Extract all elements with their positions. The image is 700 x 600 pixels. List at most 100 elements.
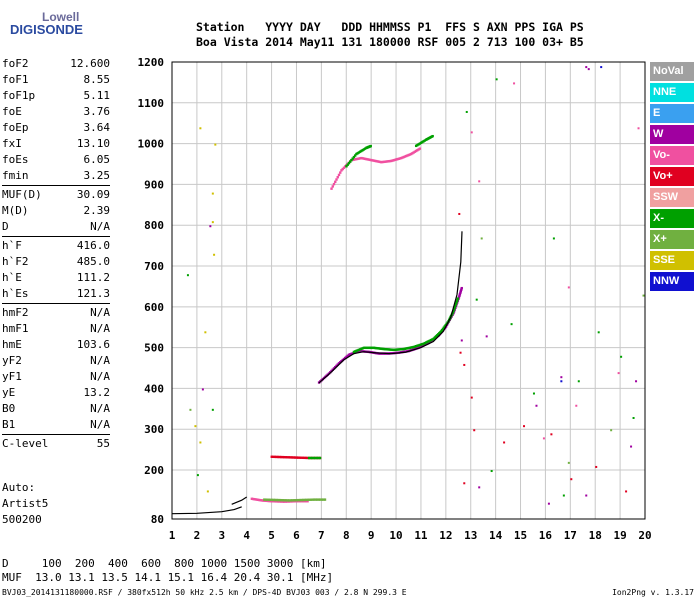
x-tick-label: 9 <box>368 529 375 542</box>
autoscaling-info: Auto: Artist5 500200 <box>2 480 48 528</box>
echo-point <box>267 498 271 501</box>
file-info-footer: BVJ03_2014131180000.RSF / 380fx512h 50 k… <box>2 588 407 597</box>
echo-point <box>456 299 459 302</box>
echo-point <box>337 362 341 365</box>
echo-point <box>452 309 455 313</box>
echo-point <box>386 160 389 163</box>
echo-point <box>320 498 324 501</box>
echo-point <box>523 425 526 428</box>
echo-point <box>382 347 386 351</box>
echo-point <box>444 323 447 327</box>
echo-point <box>510 323 513 326</box>
artist-line1: Auto: <box>2 481 36 494</box>
param-value: 8.55 <box>83 73 111 86</box>
x-tick-label: 14 <box>489 529 503 542</box>
echo-point <box>361 347 364 350</box>
echo-point <box>331 185 334 188</box>
echo-point <box>470 396 473 399</box>
legend-entry: Vo+ <box>650 167 694 186</box>
echo-point <box>206 490 209 493</box>
echo-point <box>427 341 430 345</box>
echo-point <box>387 160 390 163</box>
echo-point <box>377 160 381 163</box>
echo-point <box>351 157 354 160</box>
y-tick-label: 80 <box>151 513 164 526</box>
echo-point <box>332 367 336 370</box>
echo-point <box>376 160 379 163</box>
param-label: yF1 <box>2 370 22 383</box>
echo-point <box>270 498 274 502</box>
echo-point <box>356 349 359 352</box>
param-label: yF2 <box>2 354 22 367</box>
param-value: 12.600 <box>70 57 110 70</box>
param-value: N/A <box>90 402 110 415</box>
echo-point <box>251 497 255 501</box>
legend-entry: SSW <box>650 188 694 207</box>
echo-point <box>617 372 620 375</box>
echo-point <box>361 157 364 160</box>
echo-point <box>390 159 393 163</box>
echo-point <box>386 348 389 351</box>
echo-point <box>258 498 261 502</box>
x-tick-label: 4 <box>243 529 250 542</box>
echo-point <box>419 343 423 346</box>
echo-point <box>344 356 347 360</box>
echo-point <box>408 346 412 349</box>
echo-point <box>377 347 381 350</box>
echo-point <box>405 347 408 350</box>
echo-point <box>311 498 314 501</box>
echo-point <box>600 66 603 69</box>
echo-point <box>314 498 317 501</box>
echo-point <box>272 455 275 459</box>
echo-point <box>339 361 342 364</box>
param-value: 3.25 <box>83 169 111 182</box>
y-tick-label: 400 <box>144 382 164 395</box>
y-tick-label: 800 <box>144 219 164 232</box>
echo-point <box>368 158 372 162</box>
echo-point <box>456 297 460 300</box>
echo-point <box>263 498 266 501</box>
x-tick-label: 12 <box>439 529 452 542</box>
station-header: Station YYYY DAY DDD HHMMSS P1 FFS S AXN… <box>196 20 584 50</box>
echo-point <box>275 498 278 502</box>
x-tick-label: 2 <box>194 529 201 542</box>
echo-point <box>351 352 354 355</box>
x-tick-label: 8 <box>343 529 350 542</box>
echo-point <box>301 456 305 459</box>
echo-point <box>417 143 420 146</box>
echo-point <box>302 498 305 502</box>
echo-point <box>577 380 580 383</box>
param-label: yE <box>2 386 16 399</box>
echo-point <box>189 408 192 411</box>
param-value: N/A <box>90 220 110 233</box>
echo-point <box>407 346 410 350</box>
echo-point <box>417 148 420 151</box>
echo-point <box>256 498 260 502</box>
echo-point <box>266 498 269 501</box>
echo-point <box>383 347 387 351</box>
echo-point <box>315 456 319 460</box>
echo-point <box>587 68 590 71</box>
header-line2: Boa Vista 2014 May11 131 180000 RSF 005 … <box>196 35 584 49</box>
param-row: h`F 416.0 <box>2 238 110 254</box>
echo-point <box>214 143 217 146</box>
echo-point <box>298 498 302 502</box>
echo-point <box>552 237 555 240</box>
echo-point <box>289 456 292 459</box>
echo-point <box>422 344 425 347</box>
echo-point <box>259 499 262 502</box>
param-label: foF1p <box>2 89 36 102</box>
echo-point <box>610 429 613 432</box>
param-separator <box>2 303 110 304</box>
echo-point <box>211 221 214 224</box>
echo-point <box>402 155 405 159</box>
echo-point <box>378 347 382 350</box>
echo-point <box>454 302 458 306</box>
x-tick-label: 18 <box>589 529 602 542</box>
param-row: fxI 13.10 <box>2 136 110 152</box>
echo-point <box>261 499 265 502</box>
echo-point <box>373 159 377 163</box>
echo-point <box>373 346 377 350</box>
echo-point <box>422 140 425 143</box>
echo-point <box>428 340 432 344</box>
